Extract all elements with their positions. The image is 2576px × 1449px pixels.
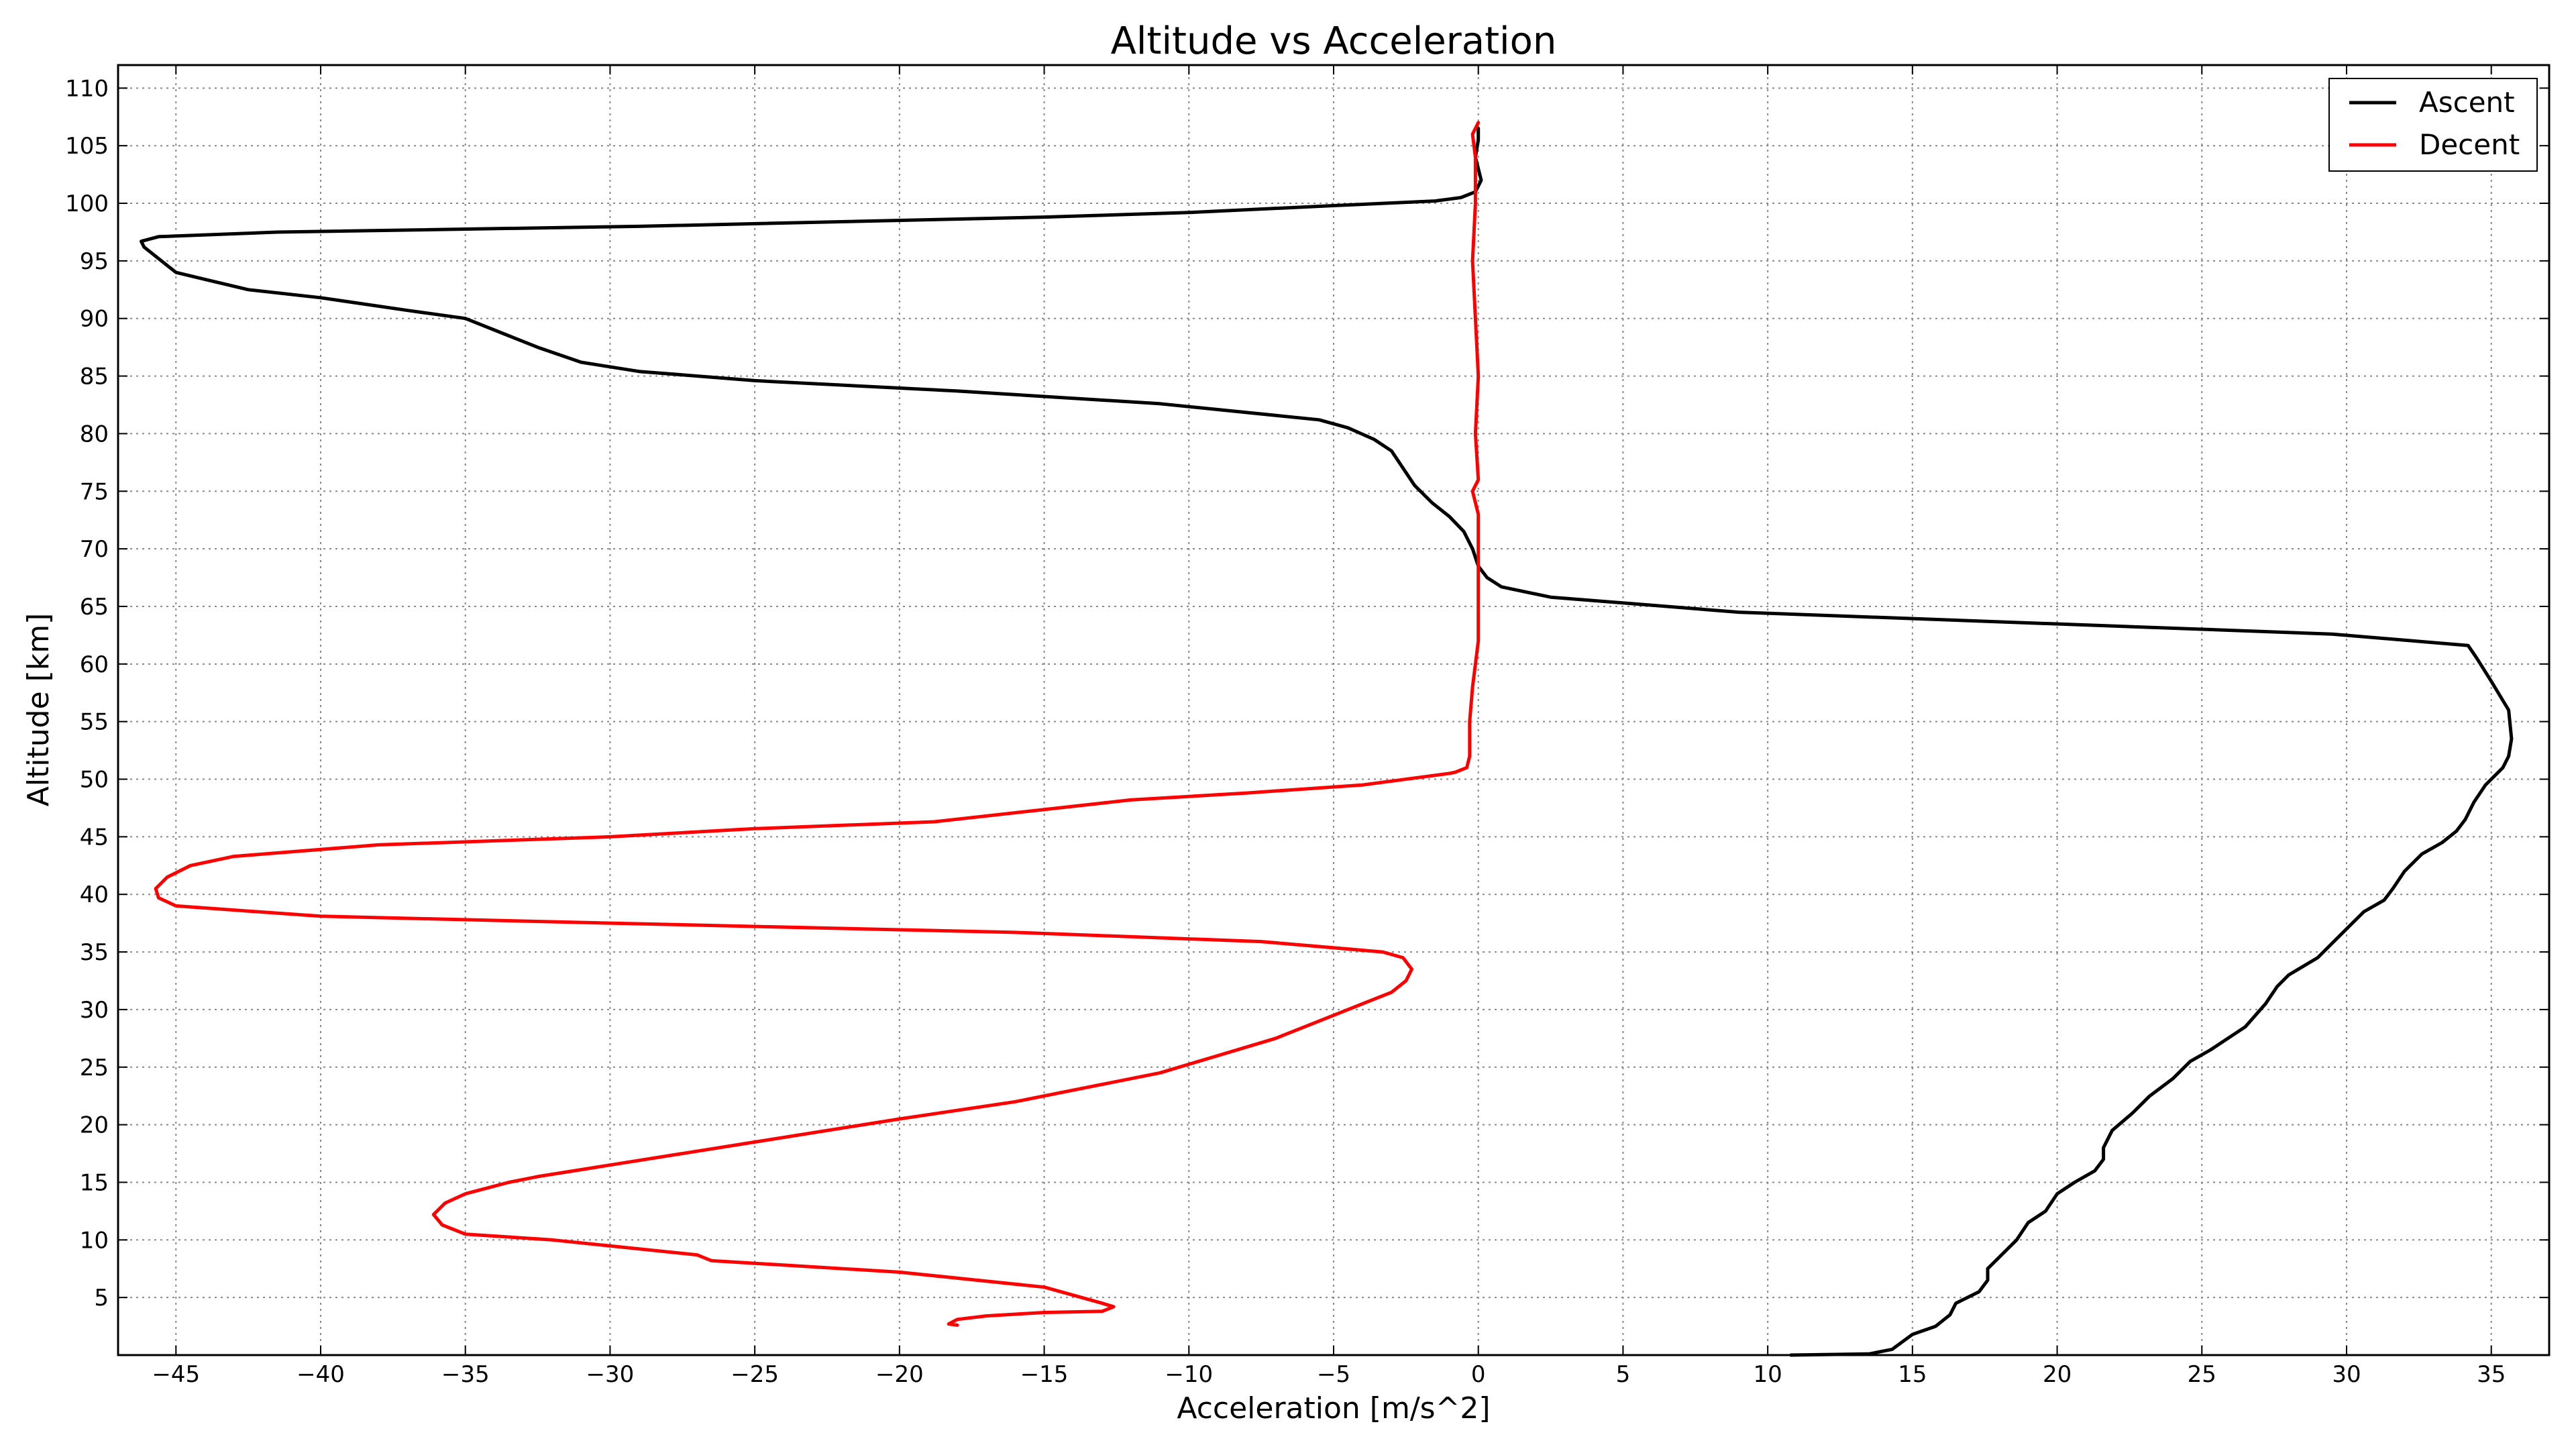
y-tick-label: 110 (65, 75, 109, 102)
x-tick-label: −15 (1020, 1361, 1069, 1388)
series-layer (140, 121, 2514, 1357)
y-tick-label: 30 (80, 997, 109, 1024)
y-tick-label: 20 (80, 1112, 109, 1139)
x-tick-label: 5 (1616, 1361, 1631, 1388)
x-tick-label: 20 (2043, 1361, 2072, 1388)
x-tick-label: −25 (731, 1361, 779, 1388)
y-tick-label: 5 (94, 1285, 109, 1311)
x-tick-label: 35 (2477, 1361, 2506, 1388)
y-tick-label: 60 (80, 651, 109, 678)
y-tick-label: 75 (80, 478, 109, 505)
x-axis-title: Acceleration [m/s^2] (1177, 1391, 1490, 1426)
y-tick-label: 50 (80, 767, 109, 794)
x-tick-label: −30 (586, 1361, 635, 1388)
x-tick-label: −45 (152, 1361, 200, 1388)
y-tick-label: 80 (80, 421, 109, 447)
legend: Ascent Decent (2328, 78, 2538, 172)
x-tick-label: −40 (297, 1361, 345, 1388)
y-tick-label: 105 (65, 133, 109, 160)
ticks-layer: −45 −40 −35 −30 −25 −20 −15 −10 −5 0 5 10 15 20 25 30 35… (65, 65, 2549, 1388)
x-tick-label: 0 (1471, 1361, 1486, 1388)
x-tick-label: 15 (1898, 1361, 1927, 1388)
y-tick-label: 90 (80, 306, 109, 333)
series-line-decent (154, 121, 1481, 1327)
legend-label-decent: Decent (2419, 128, 2520, 161)
x-tick-label: −10 (1165, 1361, 1213, 1388)
y-tick-label: 100 (65, 191, 109, 217)
legend-box (2328, 78, 2538, 172)
x-tick-label: −5 (1317, 1361, 1350, 1388)
y-tick-label: 25 (80, 1055, 109, 1081)
legend-label-ascent: Ascent (2419, 86, 2515, 119)
x-tick-label: 10 (1754, 1361, 1782, 1388)
x-tick-label: −20 (875, 1361, 924, 1388)
y-tick-label: 35 (80, 939, 109, 966)
y-tick-label: 45 (80, 824, 109, 851)
x-tick-label: −35 (441, 1361, 490, 1388)
x-tick-label: 25 (2188, 1361, 2216, 1388)
y-axis-title: Altitude [km] (21, 613, 56, 807)
series-line-ascent (140, 126, 2514, 1357)
y-tick-label: 10 (80, 1227, 109, 1254)
grid-layer (118, 65, 2549, 1355)
y-tick-label: 95 (80, 248, 109, 275)
y-tick-label: 55 (80, 709, 109, 736)
y-tick-label: 70 (80, 536, 109, 563)
y-tick-label: 15 (80, 1169, 109, 1196)
chart-title: Altitude vs Acceleration (1111, 19, 1557, 63)
y-tick-label: 85 (80, 364, 109, 390)
y-tick-label: 40 (80, 881, 109, 908)
x-tick-label: 30 (2332, 1361, 2361, 1388)
y-tick-label: 65 (80, 594, 109, 621)
